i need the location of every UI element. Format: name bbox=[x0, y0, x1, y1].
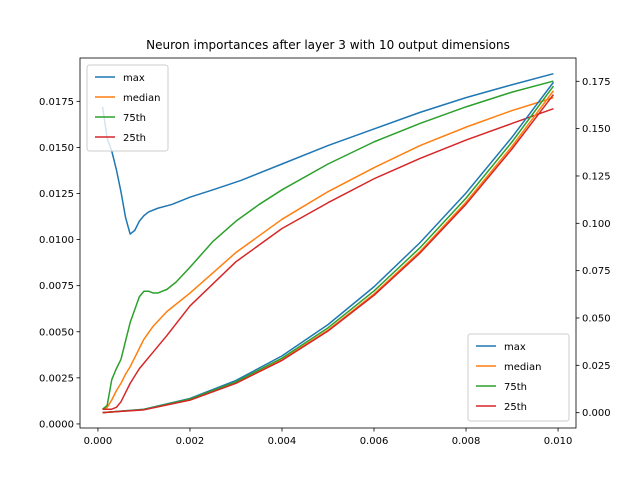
x-tick-label: 0.006 bbox=[360, 436, 389, 447]
series-line-left-25th bbox=[102, 107, 554, 410]
legend-lower-right: max median 75th 25th bbox=[467, 333, 570, 422]
legend-label-right-75th: 75th bbox=[504, 382, 527, 393]
legend-label-right-median: median bbox=[504, 362, 542, 373]
right-y-tick-label: 0.075 bbox=[582, 266, 611, 277]
right-y-tick-label: 0.125 bbox=[582, 171, 611, 182]
legend-box-left bbox=[86, 64, 169, 152]
right-y-tick-label: 0.000 bbox=[582, 408, 611, 419]
x-tick-label: 0.010 bbox=[544, 436, 573, 447]
x-tick-label: 0.004 bbox=[268, 436, 297, 447]
series-line-left-75th bbox=[102, 80, 554, 410]
x-tick-label: 0.002 bbox=[176, 436, 205, 447]
right-y-tick-label: 0.025 bbox=[582, 361, 611, 372]
left-axis-series bbox=[101, 72, 554, 410]
legend-label-left-median: median bbox=[123, 93, 161, 104]
x-axis-ticks: 0.000 0.002 0.004 0.006 0.008 0.010 bbox=[84, 428, 573, 447]
x-tick-label: 0.008 bbox=[452, 436, 481, 447]
left-y-tick-label: 0.0050 bbox=[39, 327, 74, 338]
right-y-axis-ticks: 0.000 0.025 0.050 0.075 0.100 0.125 0.150 0.175 bbox=[576, 77, 611, 419]
left-y-tick-label: 0.0025 bbox=[39, 373, 74, 384]
series-line-right-25th bbox=[102, 94, 555, 414]
series-line-left-median bbox=[102, 96, 554, 410]
legend-label-left-75th: 75th bbox=[123, 113, 146, 124]
x-tick-label: 0.000 bbox=[84, 436, 113, 447]
left-y-tick-label: 0.0175 bbox=[39, 97, 74, 108]
right-y-tick-label: 0.175 bbox=[582, 77, 611, 88]
legend-label-right-25th: 25th bbox=[504, 402, 527, 413]
legend-label-left-max: max bbox=[123, 73, 145, 84]
plot-frame bbox=[79, 57, 577, 429]
right-axis-series bbox=[102, 81, 555, 414]
legend-upper-left: max median 75th 25th bbox=[86, 64, 169, 152]
series-line-right-75th bbox=[102, 85, 555, 414]
series-line-left-max bbox=[101, 72, 554, 235]
legend-label-right-max: max bbox=[504, 342, 526, 353]
right-y-tick-label: 0.050 bbox=[582, 313, 611, 324]
left-y-tick-label: 0.0075 bbox=[39, 281, 74, 292]
left-y-tick-label: 0.0100 bbox=[39, 235, 74, 246]
legend-label-left-25th: 25th bbox=[123, 133, 146, 144]
left-y-tick-label: 0.0000 bbox=[39, 419, 74, 430]
legend-box-right bbox=[467, 333, 570, 422]
left-y-axis-ticks: 0.0000 0.0025 0.0050 0.0075 0.0100 0.0125 0.01… bbox=[39, 97, 80, 430]
chart-title: Neuron importances after layer 3 with 10… bbox=[146, 38, 510, 52]
left-y-tick-label: 0.0150 bbox=[39, 143, 74, 154]
left-y-tick-label: 0.0125 bbox=[39, 189, 74, 200]
right-y-tick-label: 0.100 bbox=[582, 219, 611, 230]
right-y-tick-label: 0.150 bbox=[582, 124, 611, 135]
